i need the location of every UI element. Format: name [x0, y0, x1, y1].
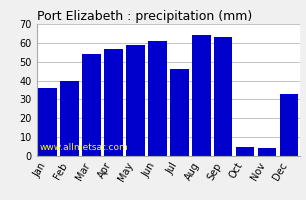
Bar [280, 94, 298, 156]
Bar [148, 41, 167, 156]
Bar [192, 35, 211, 156]
Bar [126, 45, 145, 156]
Bar [258, 148, 276, 156]
Bar [82, 54, 101, 156]
Text: Port Elizabeth : precipitation (mm): Port Elizabeth : precipitation (mm) [37, 10, 252, 23]
Bar [104, 49, 123, 156]
Text: www.allmetsat.com: www.allmetsat.com [39, 143, 128, 152]
Bar [214, 37, 233, 156]
Bar [38, 88, 57, 156]
Bar [170, 69, 188, 156]
Bar [60, 81, 79, 156]
Bar [236, 147, 254, 156]
